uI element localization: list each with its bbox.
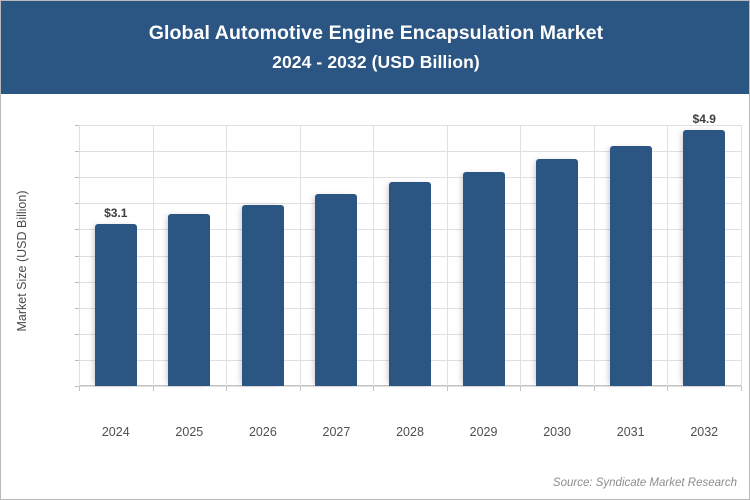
gridline-horizontal (79, 386, 741, 387)
y-axis-tick-mark (75, 307, 79, 309)
x-axis-tick-label: 2024 (101, 425, 130, 439)
x-axis-tick-mark (594, 386, 595, 391)
x-axis-tick-label: 2029 (469, 425, 498, 439)
page-title: Global Automotive Engine Encapsulation M… (148, 21, 604, 44)
bar-2031[interactable] (609, 145, 652, 386)
bar-2026[interactable] (241, 204, 284, 386)
y-axis-tick-mark (75, 125, 79, 126)
x-axis-tick-mark (741, 386, 742, 391)
chart-canvas: Market Size (USD Billion) $0.0$0.5$1.0$1… (1, 94, 749, 499)
gridline-vertical (300, 125, 301, 386)
x-axis-tick-mark (153, 386, 154, 391)
x-axis-tick-mark (520, 386, 521, 391)
bar-2032[interactable] (683, 130, 726, 386)
bar-slot (226, 125, 300, 386)
x-axis-tick-label: 2030 (543, 425, 572, 439)
y-axis-tick-mark (75, 203, 79, 205)
x-axis-tick-mark (447, 386, 448, 391)
y-axis-title: Market Size (USD Billion) (15, 190, 29, 332)
y-axis-tick-mark (75, 229, 79, 231)
chart-header-band: Global Automotive Engine Encapsulation M… (1, 1, 749, 94)
bar-value-label: $4.9 (692, 112, 716, 127)
gridline-vertical (520, 125, 521, 386)
bar-2028[interactable] (388, 182, 431, 386)
bar-slot (153, 125, 227, 386)
gridline-vertical (373, 125, 374, 386)
x-axis-tick-label: 2031 (616, 425, 645, 439)
gridline-vertical (447, 125, 448, 386)
page-subtitle: 2024 - 2032 (USD Billion) (272, 52, 480, 73)
x-axis-tick-label: 2026 (248, 425, 277, 439)
gridline-horizontal (79, 177, 741, 179)
bar-2030[interactable] (536, 158, 579, 386)
bar-2024[interactable] (94, 224, 137, 386)
y-axis-tick-mark (75, 386, 79, 387)
y-axis-tick-mark (75, 359, 79, 361)
bar-2025[interactable] (168, 213, 211, 386)
x-axis-tick-mark (79, 386, 80, 391)
x-axis-tick-label: 2032 (690, 425, 719, 439)
x-axis-tick-mark (373, 386, 374, 391)
bar-slot (373, 125, 447, 386)
source-note: Source: Syndicate Market Research (552, 477, 737, 489)
bar-slot (300, 125, 374, 386)
y-axis-tick-mark (75, 177, 79, 179)
x-axis-tick-label: 2025 (175, 425, 204, 439)
y-axis-tick-mark (75, 333, 79, 335)
gridline-vertical (226, 125, 227, 386)
x-axis-tick-mark (300, 386, 301, 391)
bar-slot (667, 125, 741, 386)
x-axis-tick-label: 2028 (396, 425, 424, 439)
gridline-horizontal (79, 151, 741, 153)
bar-value-label: $3.1 (104, 206, 128, 221)
gridline-vertical (79, 125, 80, 386)
bar-slot (79, 125, 153, 386)
gridline-vertical (741, 125, 742, 386)
y-axis-tick-mark (75, 255, 79, 257)
x-axis-tick-mark (667, 386, 668, 391)
bar-2027[interactable] (315, 194, 358, 386)
gridline-vertical (594, 125, 595, 386)
gridline-horizontal (79, 125, 741, 126)
gridline-vertical (153, 125, 154, 386)
bar-slot (447, 125, 521, 386)
x-axis-tick-label: 2027 (322, 425, 351, 439)
x-axis-tick-mark (226, 386, 227, 391)
gridline-vertical (667, 125, 668, 386)
bar-slot (594, 125, 668, 386)
plot-area: $0.0$0.5$1.0$1.5$2.0$2.5$3.0$3.5$4.0$4.5… (75, 112, 742, 439)
bar-2029[interactable] (462, 171, 505, 386)
bar-slot (520, 125, 594, 386)
y-axis-tick-mark (75, 281, 79, 283)
y-axis-tick-mark (75, 151, 79, 153)
